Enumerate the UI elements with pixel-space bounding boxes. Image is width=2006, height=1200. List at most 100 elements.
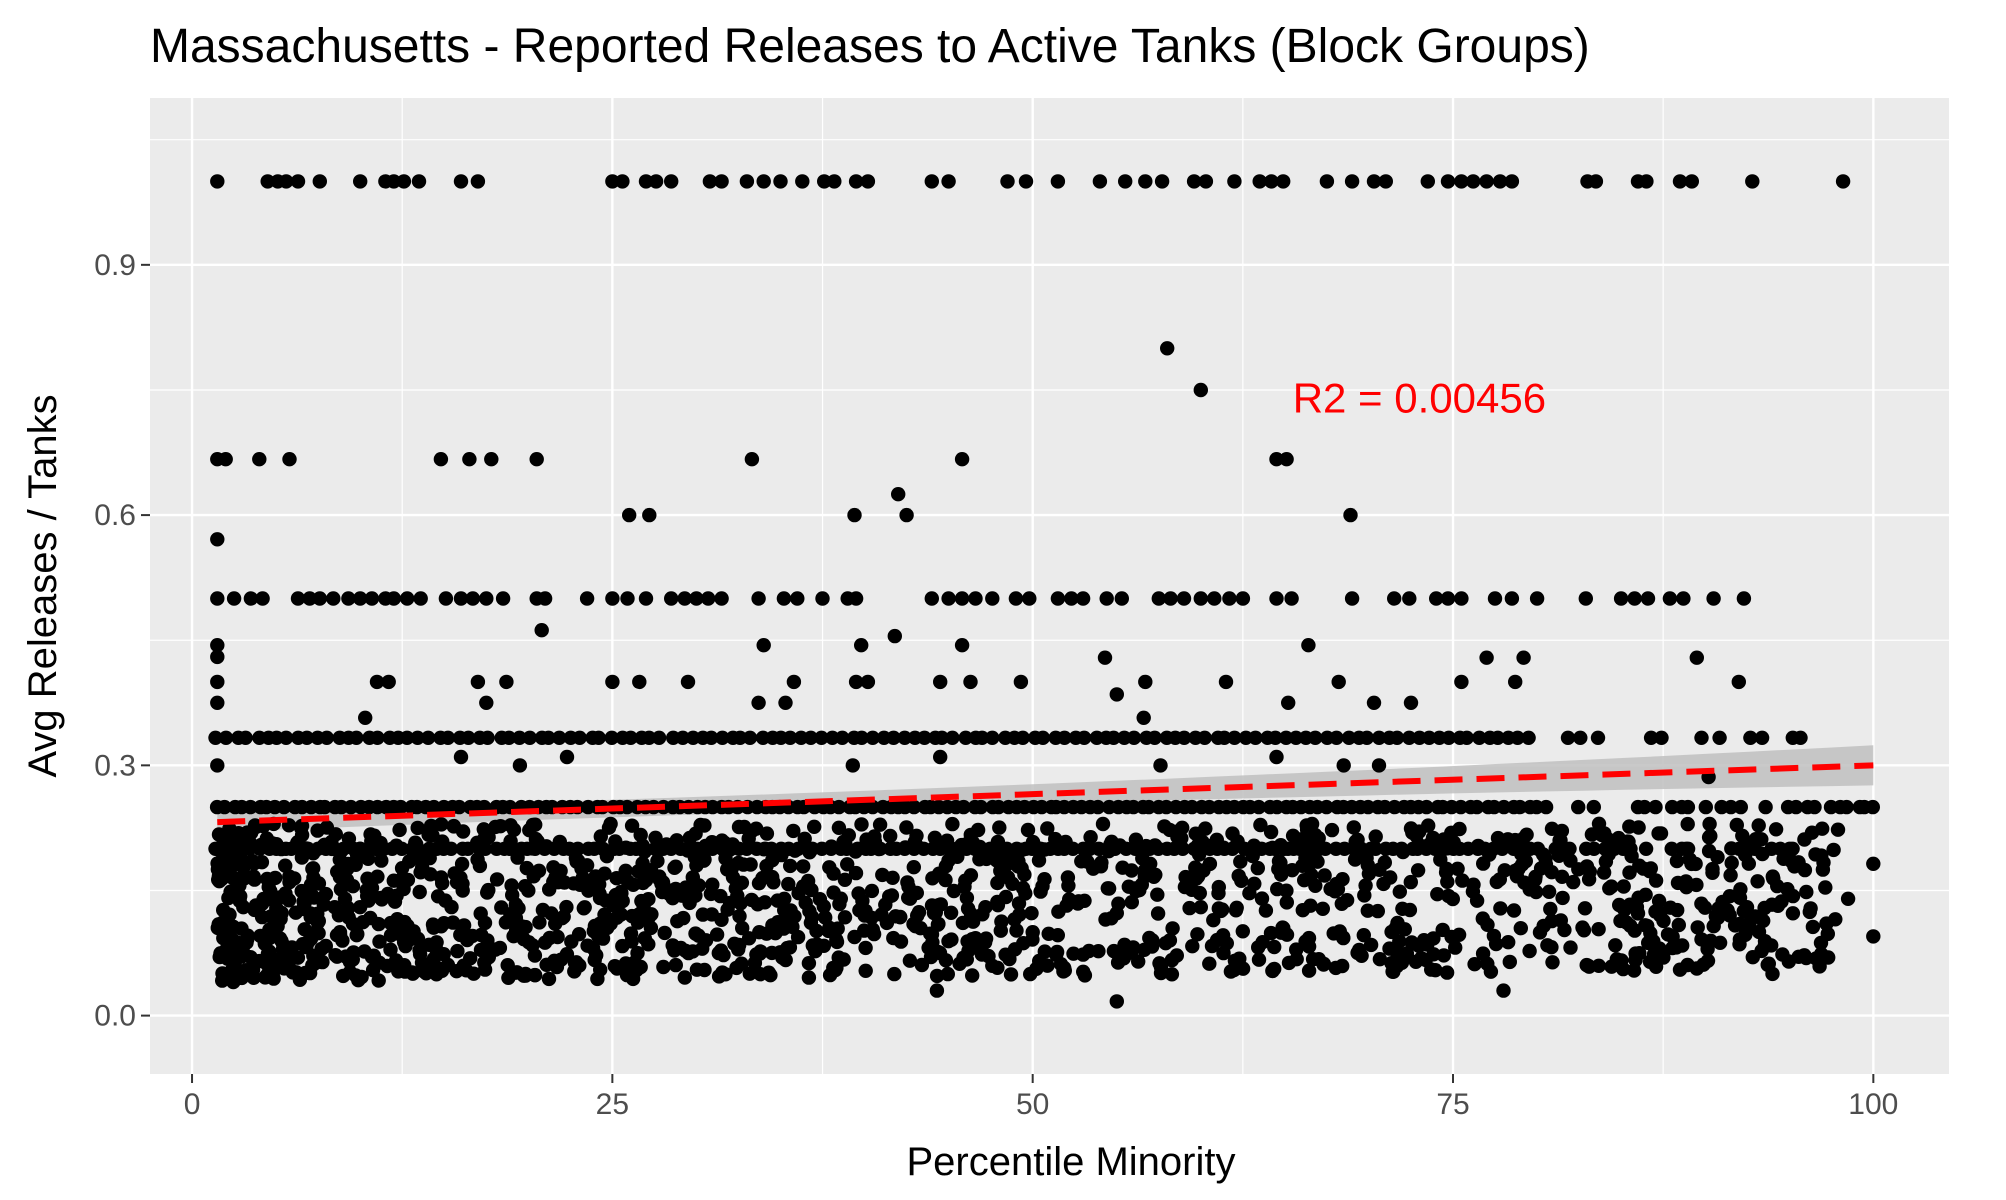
data-point bbox=[1175, 841, 1190, 856]
data-point bbox=[933, 674, 948, 690]
data-point bbox=[1502, 954, 1518, 970]
data-point bbox=[1389, 730, 1405, 745]
data-point bbox=[326, 591, 341, 606]
data-point bbox=[1496, 983, 1511, 998]
data-point bbox=[1697, 900, 1713, 915]
data-point bbox=[1366, 695, 1382, 710]
data-point bbox=[847, 507, 862, 523]
data-point bbox=[1698, 799, 1714, 815]
data-point bbox=[470, 852, 485, 867]
data-point bbox=[1791, 949, 1806, 964]
data-point bbox=[713, 888, 728, 904]
data-point bbox=[1723, 799, 1739, 815]
data-point bbox=[659, 882, 675, 897]
data-point bbox=[721, 841, 736, 856]
data-point bbox=[956, 950, 971, 965]
data-point bbox=[1664, 841, 1679, 856]
data-point bbox=[1540, 938, 1555, 953]
data-point bbox=[484, 452, 499, 467]
data-point bbox=[786, 674, 802, 690]
data-point bbox=[795, 174, 810, 189]
data-point bbox=[453, 749, 469, 765]
data-point bbox=[1501, 935, 1516, 950]
data-point bbox=[276, 799, 292, 815]
y-tick-label: 0.9 bbox=[94, 249, 136, 282]
data-point bbox=[759, 858, 774, 874]
data-point bbox=[968, 591, 983, 606]
data-point bbox=[1268, 730, 1283, 745]
data-point bbox=[1591, 816, 1607, 831]
data-point bbox=[528, 817, 543, 832]
data-point bbox=[689, 858, 704, 873]
data-point bbox=[1003, 967, 1019, 982]
data-point bbox=[1554, 823, 1570, 839]
data-point bbox=[1729, 817, 1745, 833]
data-point bbox=[345, 952, 360, 967]
data-point bbox=[595, 931, 611, 946]
data-point bbox=[1252, 174, 1267, 189]
data-point bbox=[1145, 933, 1160, 948]
data-point bbox=[1640, 918, 1655, 934]
data-point bbox=[426, 799, 442, 815]
data-point bbox=[341, 910, 356, 925]
data-point bbox=[1768, 822, 1784, 837]
data-point bbox=[225, 870, 240, 886]
data-point bbox=[836, 952, 851, 967]
data-point bbox=[1669, 940, 1684, 955]
data-point bbox=[755, 870, 770, 886]
data-point bbox=[1803, 901, 1818, 916]
data-point bbox=[1356, 928, 1372, 943]
data-point bbox=[1426, 931, 1441, 946]
data-point bbox=[1754, 730, 1770, 745]
data-point bbox=[1269, 749, 1284, 765]
data-point bbox=[433, 452, 449, 467]
data-point bbox=[282, 869, 297, 884]
data-point bbox=[1124, 863, 1139, 878]
data-point bbox=[1840, 891, 1856, 906]
data-point bbox=[1745, 174, 1760, 189]
data-point bbox=[1368, 841, 1383, 856]
data-point bbox=[541, 730, 556, 745]
data-point bbox=[1573, 730, 1588, 745]
data-point bbox=[883, 828, 898, 844]
data-point bbox=[1185, 939, 1200, 954]
data-point bbox=[1680, 841, 1696, 856]
data-point bbox=[1586, 841, 1602, 856]
data-point bbox=[1747, 841, 1763, 856]
data-point bbox=[380, 958, 395, 974]
data-point bbox=[682, 895, 697, 911]
data-point bbox=[1343, 507, 1358, 523]
data-point bbox=[845, 758, 860, 773]
data-point bbox=[1701, 830, 1717, 845]
data-point bbox=[522, 730, 537, 745]
data-point bbox=[1050, 174, 1066, 189]
data-point bbox=[208, 730, 223, 745]
data-point bbox=[732, 730, 748, 745]
data-point bbox=[450, 943, 465, 959]
data-point bbox=[481, 950, 496, 965]
y-tick-label: 0.6 bbox=[94, 499, 136, 532]
data-point bbox=[387, 894, 403, 909]
data-point bbox=[625, 971, 641, 987]
data-point bbox=[803, 730, 818, 745]
data-point bbox=[1301, 930, 1317, 946]
data-point bbox=[330, 864, 345, 879]
data-point bbox=[1250, 860, 1266, 876]
data-point bbox=[534, 623, 549, 638]
data-point bbox=[990, 960, 1005, 975]
data-point bbox=[1392, 884, 1408, 899]
data-point bbox=[1077, 730, 1092, 745]
data-point bbox=[773, 174, 788, 189]
data-point bbox=[400, 591, 415, 606]
data-point bbox=[835, 730, 850, 745]
data-point bbox=[1513, 921, 1529, 936]
data-point bbox=[1025, 925, 1040, 940]
data-point bbox=[412, 947, 428, 962]
data-point bbox=[345, 879, 361, 894]
data-point bbox=[290, 174, 306, 189]
data-point bbox=[954, 452, 970, 467]
data-point bbox=[1627, 591, 1642, 606]
data-point bbox=[518, 919, 533, 935]
data-point bbox=[503, 818, 518, 833]
data-point bbox=[977, 935, 993, 950]
